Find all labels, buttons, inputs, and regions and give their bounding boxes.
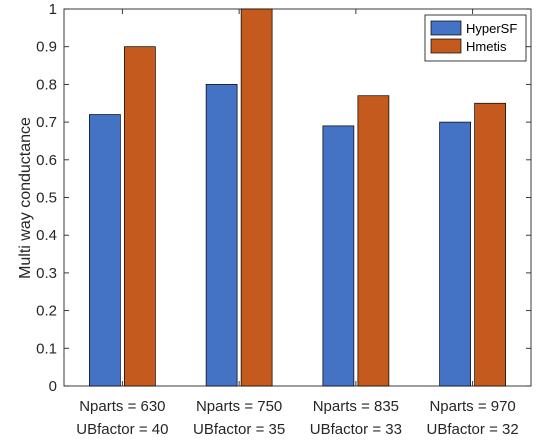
y-tick-label: 0.5 — [36, 190, 57, 207]
legend-swatch-hmetis — [430, 38, 462, 54]
y-axis-label: Multi way conductance — [17, 117, 34, 279]
y-tick-label: 0.3 — [36, 265, 57, 282]
bar-hmetis-4 — [474, 102, 506, 387]
bar-hypersf-3 — [322, 125, 355, 387]
bar-hypersf-1 — [89, 114, 121, 387]
x-tick-label: UBfactor = 40 — [76, 421, 168, 438]
bar-hmetis-1 — [124, 46, 156, 387]
y-tick-label: 0.2 — [36, 303, 57, 320]
x-tick-label: UBfactor = 32 — [427, 421, 519, 438]
y-tick-label: 1 — [49, 1, 57, 18]
x-tick-label: Nparts = 630 — [79, 398, 165, 415]
bar-hmetis-3 — [357, 95, 390, 387]
y-tick-label: 0.9 — [36, 39, 57, 56]
y-tick-label: 0.4 — [36, 227, 57, 244]
legend-label-hmetis: Hmetis — [466, 39, 507, 54]
y-tick-label: 0 — [49, 378, 57, 395]
x-tick-label: Nparts = 970 — [429, 398, 515, 415]
x-tick-label: Nparts = 835 — [313, 398, 399, 415]
y-tick-label: 0.8 — [36, 76, 57, 93]
legend-swatch-hypersf — [430, 20, 462, 36]
bar-hypersf-2 — [205, 84, 238, 387]
y-tick-label: 0.6 — [36, 152, 57, 169]
y-tick-label: 0.7 — [36, 114, 57, 131]
plot-area: 0 0.1 0.2 0.3 0.4 0.5 0.6 0.7 0.8 0.9 1 Nparts = 63… — [36, 1, 532, 438]
x-tick-label: UBfactor = 35 — [193, 421, 285, 438]
legend-label-hypersf: HyperSF — [466, 21, 517, 36]
x-tick-label: Nparts = 750 — [196, 398, 282, 415]
bar-hmetis-2 — [240, 8, 273, 387]
bar-hypersf-4 — [439, 121, 471, 387]
y-tick-label: 0.1 — [36, 340, 57, 357]
x-tick-label: UBfactor = 33 — [310, 421, 402, 438]
